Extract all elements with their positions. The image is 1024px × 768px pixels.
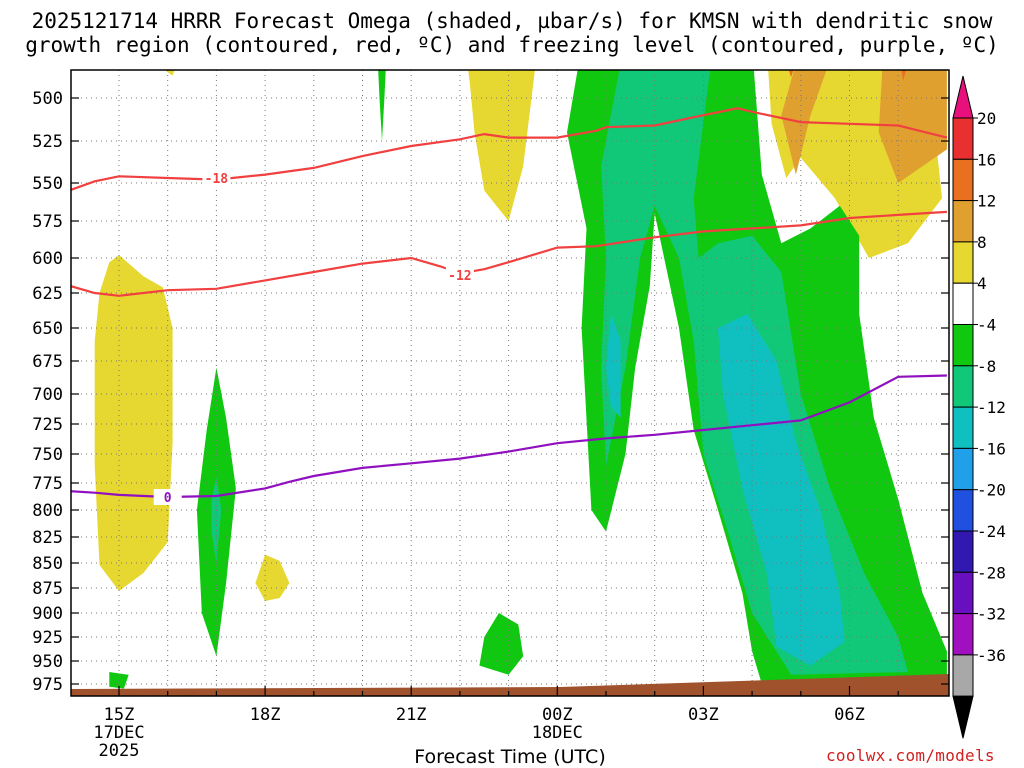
credit-text: coolwx.com/models [826,746,995,765]
colorbar-bin-0 [952,117,974,160]
colorbar-bin-2 [952,200,974,243]
y-tick-label-775: 775 [32,474,63,494]
colorbar-bin-10 [952,530,974,573]
contour-dgz-minus12 [71,210,947,297]
y-tick-label-750: 750 [32,445,63,465]
y-tick-label-925: 925 [32,628,63,648]
omega-region-orange-4 [901,70,907,81]
y-tick-label-850: 850 [32,554,63,574]
contour-label-dgz-minus12: -12 [448,269,471,284]
colorbar-label--28: -28 [977,563,1006,582]
colorbar-bottom-arrow [952,695,974,739]
y-tick-label-525: 525 [32,132,63,152]
omega-region-cyan-small [606,314,621,418]
y-tick-label-675: 675 [32,352,63,372]
y-tick-label-600: 600 [32,249,63,269]
x-tick-date-00Z: 18DEC [532,723,583,743]
y-tick-label-975: 975 [32,675,63,695]
colorbar-bin-3 [952,241,974,284]
colorbar-label--20: -20 [977,481,1006,500]
contour-label-bg-freezing-level-0 [153,489,182,506]
y-tick-label-800: 800 [32,501,63,521]
colorbar-label-8: 8 [977,233,987,252]
omega-region-orange-2 [878,70,947,183]
contour-label-dgz-minus18: -18 [205,172,229,187]
y-tick-label-900: 900 [32,604,63,624]
y-tick-label-500: 500 [32,89,63,109]
colorbar-bin-7 [952,406,974,449]
colorbar-bin-12 [952,613,974,656]
colorbar-bin-4 [952,282,974,326]
colorbar-bin-9 [952,489,974,532]
colorbar: 20 16 12 8 4 -4 -8 -12 -16 -20 -24 -28 -32 -36 [952,75,1006,739]
colorbar-label--8: -8 [977,357,996,376]
y-tick-label-550: 550 [32,174,63,194]
omega-region-yellow-1 [94,255,173,591]
contour-label-freezing-level-0: 0 [164,491,172,506]
x-tick-label-21Z: 21Z [396,705,427,725]
colorbar-label--16: -16 [977,439,1006,458]
omega-region-green-a [378,70,386,141]
colorbar-label--32: -32 [977,605,1006,624]
omega-region-orange-3 [788,70,794,78]
y-tick-label-825: 825 [32,528,63,548]
omega-region-yellow-2 [255,554,290,601]
colorbar-bin-6 [952,365,974,408]
chart-title-line2: growth region (contoured, red, ºC) and f… [25,33,999,57]
chart-title-line1: 2025121714 HRRR Forecast Omega (shaded, … [31,9,993,33]
contour-dgz-minus18 [71,107,948,192]
colorbar-label-12: 12 [977,192,996,211]
y-tick-label-575: 575 [32,212,63,232]
x-tick-label-06Z: 06Z [834,705,865,725]
x-axis-title: Forecast Time (UTC) [414,746,606,768]
colorbar-bin-11 [952,571,974,615]
y-tick-label-700: 700 [32,385,63,405]
colorbar-bin-1 [952,158,974,202]
y-axis: 500 525 550 575 600 625 650 675 700 725 750 775 800 8… [32,89,949,695]
colorbar-label--12: -12 [977,398,1006,417]
x-tick-label-03Z: 03Z [688,705,719,725]
terrain-ground [71,674,949,696]
colorbar-label--36: -36 [977,646,1006,665]
omega-region-cyan-main [718,314,845,666]
omega-region-yellow-4 [468,70,535,221]
omega-shading [94,70,947,689]
colorbar-label-20: 20 [977,109,996,128]
colorbar-bin-5 [952,324,974,367]
x-tick-year-15Z: 2025 [99,741,140,761]
contour-label-bg-dgz-minus18 [202,169,231,186]
x-tick-label-18Z: 18Z [250,705,281,725]
y-tick-label-950: 950 [32,652,63,672]
colorbar-top-arrow [952,75,974,119]
y-tick-label-625: 625 [32,284,63,304]
x-tick-label-00Z: 00Z [542,705,573,725]
colorbar-label--24: -24 [977,522,1006,541]
contour-freezing-level-0 [71,374,947,499]
y-tick-label-650: 650 [32,319,63,339]
colorbar-label-4: 4 [977,274,987,293]
colorbar-bin-13 [952,654,974,697]
contour-label-bg-dgz-minus12 [445,266,474,283]
plot-frame [70,69,950,697]
y-tick-label-725: 725 [32,415,63,435]
y-tick-label-875: 875 [32,579,63,599]
colorbar-label--4: -4 [977,316,996,335]
colorbar-label-16: 16 [977,150,996,169]
x-tick-date-15Z: 17DEC [93,723,144,743]
contour-lines: -18 -12 0 [71,107,948,506]
colorbar-bin-8 [952,447,974,491]
omega-region-yellow-3 [164,70,175,76]
x-tick-label-15Z: 15Z [104,705,135,725]
omega-region-green-c [479,613,524,675]
